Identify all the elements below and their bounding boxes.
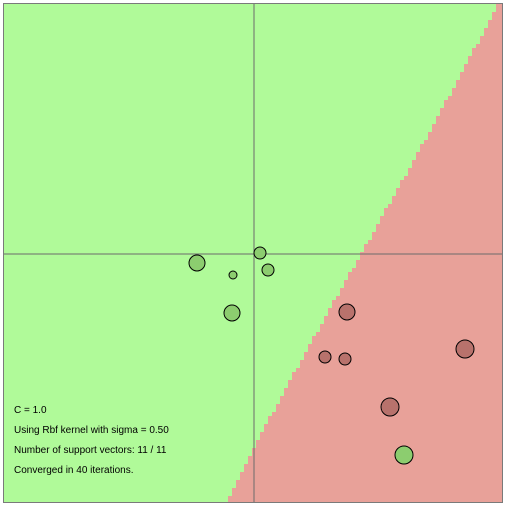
positive-data-point-6[interactable] bbox=[394, 445, 414, 465]
negative-region bbox=[228, 4, 502, 502]
decision-region-layer bbox=[228, 4, 502, 502]
negative-data-point-10[interactable] bbox=[455, 339, 475, 359]
svm-canvas[interactable]: C = 1.0 Using Rbf kernel with sigma = 0.… bbox=[3, 3, 503, 503]
positive-data-point-2[interactable] bbox=[228, 270, 238, 280]
positive-data-point-3[interactable] bbox=[253, 246, 267, 260]
negative-data-point-8[interactable] bbox=[318, 350, 332, 364]
svm-plot[interactable] bbox=[4, 4, 503, 503]
data-point-layer[interactable] bbox=[188, 246, 475, 465]
support-vector-count-label: Number of support vectors: 11 / 11 bbox=[14, 445, 167, 456]
c-parameter-label: C = 1.0 bbox=[14, 405, 47, 416]
negative-data-point-9[interactable] bbox=[338, 352, 352, 366]
positive-data-point-1[interactable] bbox=[188, 254, 206, 272]
kernel-info-label: Using Rbf kernel with sigma = 0.50 bbox=[14, 425, 169, 436]
positive-data-point-4[interactable] bbox=[261, 263, 275, 277]
negative-data-point-11[interactable] bbox=[380, 397, 400, 417]
negative-data-point-7[interactable] bbox=[338, 303, 356, 321]
iterations-label: Converged in 40 iterations. bbox=[14, 465, 134, 476]
positive-data-point-5[interactable] bbox=[223, 304, 241, 322]
